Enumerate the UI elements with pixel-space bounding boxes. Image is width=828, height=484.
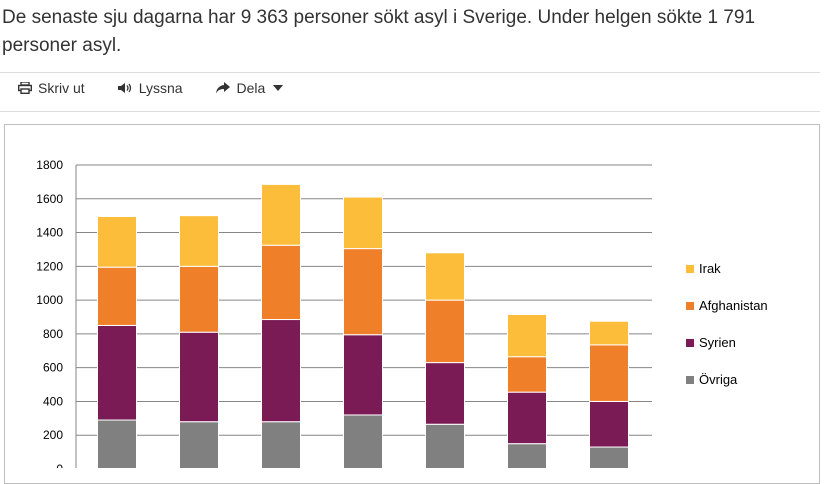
legend-swatch (686, 264, 694, 273)
bar-segment (97, 266, 137, 326)
speaker-icon (117, 83, 131, 93)
bar-segment (589, 320, 629, 346)
y-tick-label: 400 (43, 394, 63, 408)
share-icon (215, 82, 230, 94)
bar-segment (589, 344, 629, 402)
y-tick-label: 0 (56, 462, 63, 468)
y-tick-label: 800 (43, 327, 63, 341)
share-label: Dela (236, 80, 266, 96)
share-button[interactable]: Dela (215, 80, 284, 96)
chart-legend: Irak Afghanistan Syrien Övriga (686, 250, 768, 398)
y-tick-label: 600 (43, 361, 63, 375)
bar-segment (425, 299, 465, 364)
legend-item: Afghanistan (686, 287, 768, 324)
legend-swatch (686, 301, 694, 310)
bar-segment (343, 196, 383, 250)
legend-item: Syrien (686, 324, 768, 361)
bar-segment (425, 252, 465, 301)
bar-segment (97, 324, 137, 421)
bar-segment (97, 216, 137, 268)
listen-label: Lyssna (138, 80, 183, 96)
bar-segment (343, 414, 383, 468)
bar-segment (343, 334, 383, 416)
bar-segment (261, 183, 301, 246)
toolbar-bottom-divider (0, 111, 820, 112)
bar-segment (179, 265, 219, 333)
print-label: Skriv ut (38, 80, 85, 96)
bar-segment (261, 244, 301, 321)
legend-label: Övriga (699, 372, 738, 387)
listen-button[interactable]: Lyssna (117, 80, 183, 96)
bar-segment (589, 446, 629, 468)
chart-frame (4, 124, 820, 484)
asylum-seekers-chart: 0 200 400 600 800 1000 1200 1400 1600 1800 (36, 158, 652, 468)
bar-segment (425, 362, 465, 425)
bar-segment (507, 391, 547, 445)
print-button[interactable]: Skriv ut (18, 80, 85, 96)
article-toolbar: Skriv ut Lyssna Dela (18, 80, 315, 96)
toolbar-top-divider (0, 72, 820, 73)
bar-segment (507, 443, 547, 468)
bar-segment (507, 356, 547, 393)
bar-segment (261, 319, 301, 423)
bar-segment (179, 331, 219, 423)
bar-segment (179, 215, 219, 267)
y-tick-label: 200 (43, 428, 63, 442)
legend-item: Irak (686, 250, 768, 287)
y-tick-label: 1400 (36, 226, 63, 240)
legend-swatch (686, 338, 694, 347)
bar-segment (97, 419, 137, 468)
bar-segment (507, 313, 547, 358)
bar-segment (589, 400, 629, 448)
printer-icon (18, 82, 32, 94)
y-tick-label: 1600 (36, 192, 63, 206)
y-tick-label: 1000 (36, 293, 63, 307)
bar-segment (343, 248, 383, 336)
y-tick-label: 1800 (36, 158, 63, 172)
bar-segment (179, 421, 219, 468)
legend-swatch (686, 375, 694, 384)
y-tick-label: 1200 (36, 259, 63, 273)
legend-label: Syrien (699, 335, 736, 350)
legend-label: Irak (699, 261, 721, 276)
bar-segment (425, 423, 465, 468)
bar-segment (261, 421, 301, 468)
intro-text: De senaste sju dagarna har 9 363 persone… (2, 7, 756, 56)
caret-down-icon[interactable] (273, 85, 284, 91)
legend-label: Afghanistan (699, 298, 768, 313)
legend-item: Övriga (686, 361, 768, 398)
